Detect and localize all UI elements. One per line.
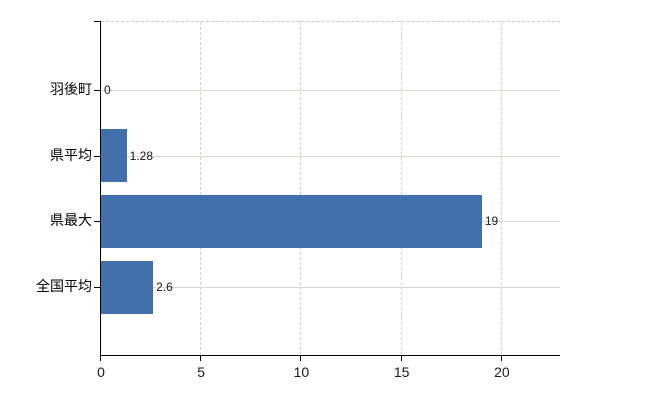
x-tick-label: 15 [393, 364, 410, 380]
bar-value-label: 2.6 [156, 280, 173, 294]
x-tick-mark [300, 355, 302, 361]
bar-value-label: 1.28 [129, 148, 153, 163]
bar [101, 129, 127, 183]
x-tick-mark [200, 355, 202, 361]
x-tick-mark [100, 355, 101, 361]
x-axis [100, 355, 560, 356]
y-tick-mark [94, 155, 100, 157]
bar [101, 260, 154, 314]
bar [101, 194, 482, 248]
category-label: 県平均 [50, 146, 92, 163]
gridline-vertical [400, 22, 402, 355]
category-label: 全国平均 [36, 278, 92, 294]
x-tick-label: 10 [293, 364, 310, 380]
gridline-vertical [500, 22, 502, 355]
gridline-vertical [300, 22, 302, 355]
bar-value-label: 0 [104, 83, 111, 97]
x-tick-label: 5 [197, 364, 206, 380]
category-label: 県最大 [50, 212, 92, 229]
gridline-horizontal [101, 287, 560, 288]
x-tick-mark [400, 355, 402, 361]
x-tick-mark [500, 355, 502, 361]
gridline-vertical [200, 22, 202, 355]
category-label: 羽後町 [50, 81, 92, 97]
y-axis-end-tick [94, 21, 100, 22]
y-axis [100, 21, 101, 356]
x-tick-label: 0 [97, 364, 105, 380]
y-tick-mark [94, 287, 100, 288]
plot-area: 0 1.28 19 2.6 [94, 21, 560, 361]
gridline-horizontal [101, 90, 560, 91]
plot-top-border [101, 21, 560, 22]
y-tick-mark [94, 90, 100, 91]
gridline-horizontal [101, 155, 560, 157]
bar-value-label: 19 [484, 214, 499, 229]
y-tick-mark [94, 221, 100, 223]
x-tick-label: 20 [494, 364, 510, 380]
